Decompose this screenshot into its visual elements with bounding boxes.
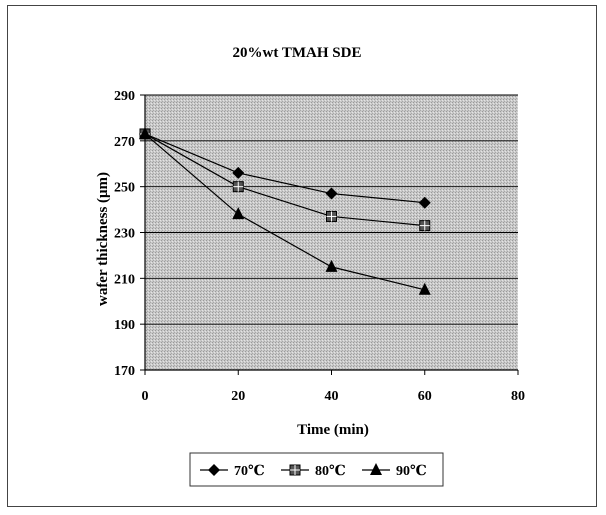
x-tick-label-80: 80 bbox=[511, 389, 525, 404]
series-layer bbox=[139, 126, 431, 295]
x-tick-label-0: 0 bbox=[142, 389, 149, 404]
legend-label-2: 80℃ bbox=[315, 464, 346, 479]
legend-marker-1 bbox=[208, 464, 220, 476]
y-tick-label-190: 190 bbox=[114, 318, 135, 333]
x-tick-label-20: 20 bbox=[231, 389, 245, 404]
y-tick-label-270: 270 bbox=[114, 135, 135, 150]
y-tick-labels: 170 190 210 230 250 270 290 bbox=[114, 89, 135, 379]
y-tick-label-170: 170 bbox=[114, 364, 135, 379]
legend-box bbox=[189, 452, 444, 487]
series-2 bbox=[139, 128, 431, 232]
legend-label-3: 90℃ bbox=[396, 464, 427, 479]
data-point-3-2 bbox=[232, 207, 245, 220]
x-tick-label-40: 40 bbox=[325, 389, 339, 404]
legend-marker-3 bbox=[370, 463, 382, 475]
legend: 70℃ 80℃ 90℃ bbox=[200, 463, 427, 479]
series-line-3 bbox=[144, 133, 425, 291]
axes bbox=[140, 94, 519, 375]
y-axis-label: wafer thickness (μm) bbox=[95, 172, 111, 306]
y-tick-label-250: 250 bbox=[114, 181, 135, 196]
data-point-1-4 bbox=[418, 196, 431, 209]
data-point-2-4 bbox=[419, 220, 431, 232]
legend-entry-1: 70℃ bbox=[200, 464, 265, 479]
chart-title: 20%wt TMAH SDE bbox=[233, 45, 362, 61]
legend-label-1: 70℃ bbox=[234, 464, 265, 479]
data-point-2-2 bbox=[232, 181, 244, 193]
x-tick-labels: 0 20 40 60 80 bbox=[142, 389, 526, 404]
y-tick-label-290: 290 bbox=[114, 89, 135, 104]
x-axis-label: Time (min) bbox=[297, 422, 369, 438]
data-point-3-4 bbox=[418, 282, 431, 295]
series-line-1 bbox=[144, 133, 425, 204]
data-point-3-1 bbox=[139, 126, 151, 139]
chart-frame: 20%wt TMAH SDE 170 190 210 230 250 270 290 0 20… bbox=[7, 5, 597, 507]
series-line-2 bbox=[144, 133, 425, 227]
data-point-3-3 bbox=[325, 259, 338, 272]
series-3 bbox=[139, 126, 431, 295]
x-tick-label-60: 60 bbox=[418, 389, 432, 404]
legend-marker-2 bbox=[289, 464, 301, 476]
data-point-1-3 bbox=[325, 187, 338, 200]
legend-entry-3: 90℃ bbox=[362, 463, 427, 479]
y-tick-label-210: 210 bbox=[114, 272, 135, 287]
legend-entry-2: 80℃ bbox=[281, 464, 346, 479]
data-point-2-3 bbox=[326, 210, 337, 222]
y-tick-label-230: 230 bbox=[114, 227, 135, 242]
data-point-1-2 bbox=[232, 166, 245, 179]
line-chart: 20%wt TMAH SDE 170 190 210 230 250 270 290 0 20… bbox=[95, 45, 526, 487]
